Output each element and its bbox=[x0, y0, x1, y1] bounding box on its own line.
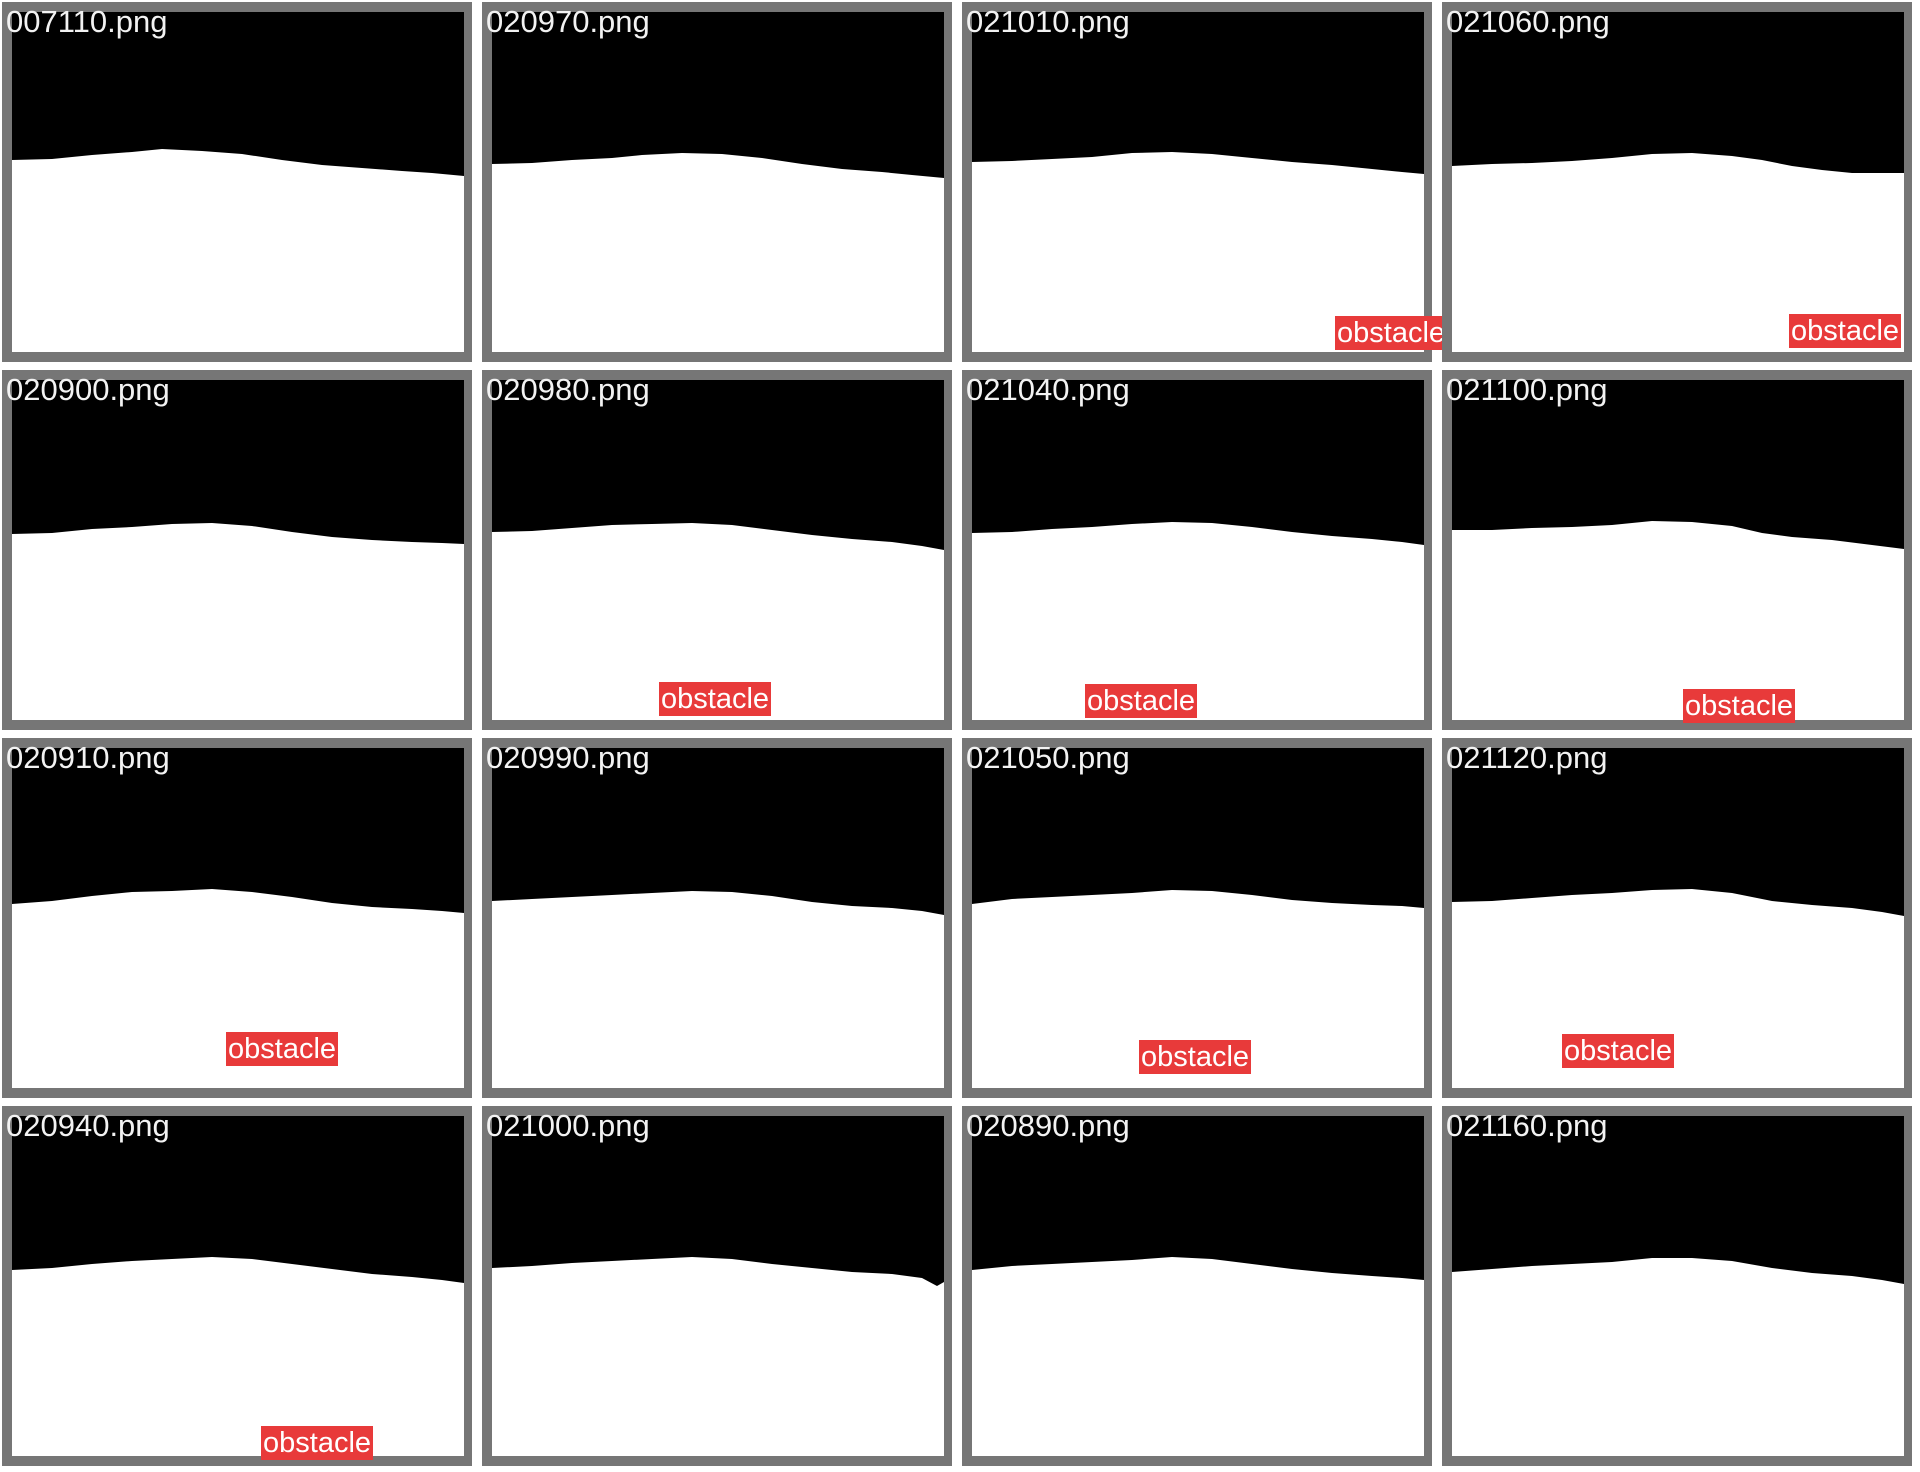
segmentation-mask bbox=[972, 1116, 1424, 1456]
segmentation-mask bbox=[492, 380, 944, 720]
image-tile[interactable]: 021050.png obstacle bbox=[962, 738, 1432, 1098]
image-filename: 021050.png bbox=[966, 740, 1130, 775]
segmentation-mask bbox=[972, 12, 1424, 352]
segmentation-mask bbox=[12, 12, 464, 352]
segmentation-mask bbox=[972, 748, 1424, 1088]
image-filename: 020890.png bbox=[966, 1108, 1130, 1143]
image-tile[interactable]: 020940.png obstacle bbox=[2, 1106, 472, 1466]
segmentation-mask bbox=[972, 380, 1424, 720]
image-tile[interactable]: 021160.png bbox=[1442, 1106, 1912, 1466]
image-tile[interactable]: 020890.png bbox=[962, 1106, 1432, 1466]
image-tile[interactable]: 021040.png obstacle bbox=[962, 370, 1432, 730]
obstacle-label: obstacle bbox=[226, 1032, 339, 1066]
obstacle-label: obstacle bbox=[1335, 316, 1448, 350]
image-tile[interactable]: 020980.png obstacle bbox=[482, 370, 952, 730]
segmentation-mask bbox=[12, 748, 464, 1088]
image-filename: 020980.png bbox=[486, 372, 650, 407]
image-tile[interactable]: 020990.png bbox=[482, 738, 952, 1098]
image-filename: 020900.png bbox=[6, 372, 170, 407]
segmentation-mask bbox=[12, 380, 464, 720]
segmentation-mask bbox=[1452, 748, 1904, 1088]
segmentation-mask bbox=[492, 1116, 944, 1456]
segmentation-mask bbox=[492, 748, 944, 1088]
image-tile[interactable]: 021060.png obstacle bbox=[1442, 2, 1912, 362]
image-filename: 007110.png bbox=[6, 4, 168, 39]
obstacle-label: obstacle bbox=[1789, 314, 1902, 348]
image-filename: 020940.png bbox=[6, 1108, 170, 1143]
image-filename: 020910.png bbox=[6, 740, 170, 775]
obstacle-label: obstacle bbox=[261, 1426, 374, 1460]
obstacle-label: obstacle bbox=[1139, 1040, 1252, 1074]
image-filename: 021060.png bbox=[1446, 4, 1610, 39]
obstacle-label: obstacle bbox=[1683, 689, 1796, 723]
image-filename: 020990.png bbox=[486, 740, 650, 775]
image-filename: 020970.png bbox=[486, 4, 650, 39]
image-tile[interactable]: 020970.png bbox=[482, 2, 952, 362]
image-tile[interactable]: 020900.png bbox=[2, 370, 472, 730]
segmentation-mask bbox=[1452, 380, 1904, 720]
segmentation-mask bbox=[12, 1116, 464, 1456]
obstacle-label: obstacle bbox=[1562, 1034, 1675, 1068]
image-tile[interactable]: 021100.png obstacle bbox=[1442, 370, 1912, 730]
image-filename: 021160.png bbox=[1446, 1108, 1608, 1143]
image-tile[interactable]: 021120.png obstacle bbox=[1442, 738, 1912, 1098]
image-tile[interactable]: 021000.png bbox=[482, 1106, 952, 1466]
segmentation-mask bbox=[492, 12, 944, 352]
image-filename: 021100.png bbox=[1446, 372, 1608, 407]
image-filename: 021040.png bbox=[966, 372, 1130, 407]
image-filename: 021000.png bbox=[486, 1108, 650, 1143]
image-tile[interactable]: 020910.png obstacle bbox=[2, 738, 472, 1098]
segmentation-mask bbox=[1452, 1116, 1904, 1456]
obstacle-label: obstacle bbox=[659, 682, 772, 716]
image-filename: 021010.png bbox=[966, 4, 1130, 39]
image-tile[interactable]: 021010.png obstacle bbox=[962, 2, 1448, 362]
segmentation-mask bbox=[1452, 12, 1904, 352]
obstacle-label: obstacle bbox=[1085, 684, 1198, 718]
image-tile[interactable]: 007110.png bbox=[2, 2, 472, 362]
image-filename: 021120.png bbox=[1446, 740, 1608, 775]
